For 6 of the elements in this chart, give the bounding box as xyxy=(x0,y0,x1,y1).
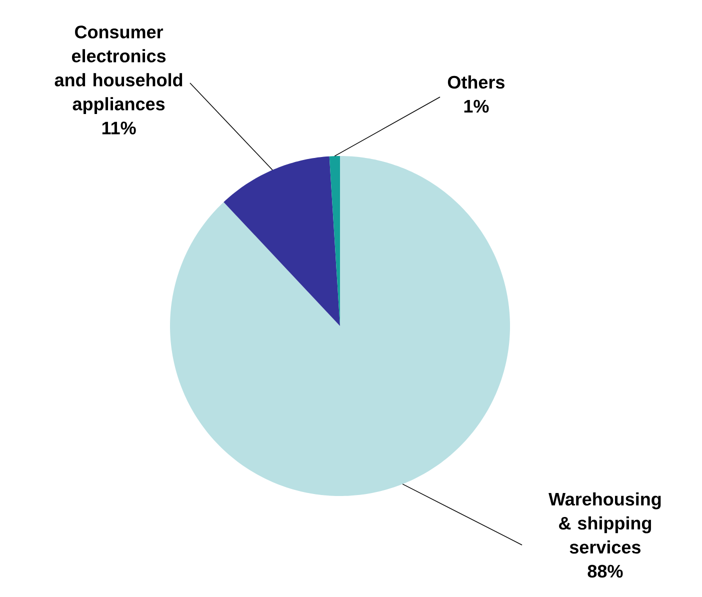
data-label: 11% xyxy=(102,122,136,134)
data-label: 1% xyxy=(464,100,489,113)
slice-label: Others xyxy=(448,75,504,89)
slice-label: Consumer electronics and household appliances xyxy=(54,26,182,114)
data-label: 88% xyxy=(588,564,623,578)
slice-label: Warehousing & shipping services xyxy=(548,492,661,554)
